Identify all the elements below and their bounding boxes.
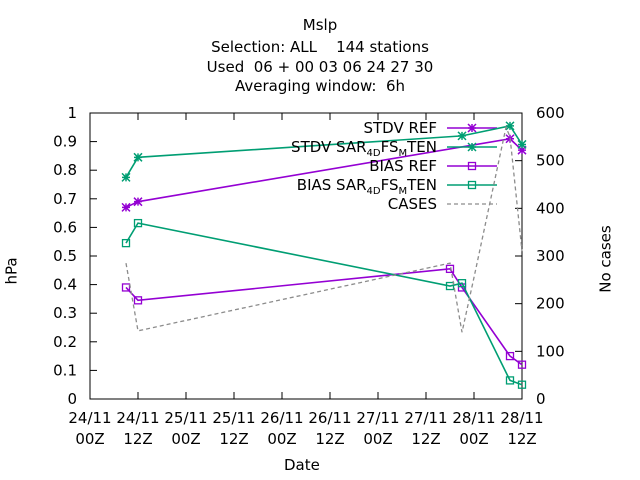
y-tick-label: 0.3 <box>53 304 77 322</box>
series-line <box>125 125 523 333</box>
x-tick-label: 12Z <box>411 430 440 448</box>
data-point <box>467 123 477 133</box>
data-point <box>457 131 467 141</box>
data-point <box>467 161 477 171</box>
y-tick-label: 0.7 <box>53 190 77 208</box>
data-point <box>505 351 515 361</box>
x-tick-label: 12Z <box>507 430 536 448</box>
x-tick-label: 00Z <box>363 430 392 448</box>
data-point <box>445 281 455 291</box>
data-point <box>517 360 527 369</box>
data-point <box>133 197 143 207</box>
y2-tick-label: 200 <box>536 295 565 313</box>
x-tick-label: 24/11 <box>116 409 159 427</box>
x-tick-label: 12Z <box>123 430 152 448</box>
y-tick-label: 0.9 <box>53 133 77 151</box>
y2-tick-label: 100 <box>536 342 565 360</box>
x-tick-label: 24/11 <box>68 409 111 427</box>
y-tick-label: 0.4 <box>53 276 77 294</box>
x-tick-label: 00Z <box>171 430 200 448</box>
x-axis-label: Date <box>284 456 320 474</box>
y2-tick-label: 300 <box>536 247 565 265</box>
x-tick-label: 12Z <box>219 430 248 448</box>
data-point <box>517 380 527 389</box>
y-tick-label: 0.5 <box>53 247 77 265</box>
data-point <box>505 376 515 385</box>
x-tick-label: 28/11 <box>500 409 543 427</box>
y-tick-label: 1 <box>67 104 77 122</box>
y2-tick-label: 500 <box>536 152 565 170</box>
chart-title: Mslp <box>302 16 338 34</box>
data-point <box>121 202 131 212</box>
x-tick-label: 12Z <box>315 430 344 448</box>
chart-subtitle-line: Averaging window: 6h <box>234 77 406 95</box>
x-tick-label: 26/11 <box>260 409 303 427</box>
x-tick-label: 28/11 <box>452 409 495 427</box>
data-point <box>121 172 131 182</box>
y-tick-label: 0.1 <box>53 361 77 379</box>
chart-subtitle-line: Selection: ALL 144 stations <box>211 38 429 56</box>
legend-label: CASES <box>388 195 437 213</box>
series-line <box>125 137 523 209</box>
x-tick-label: 00Z <box>267 430 296 448</box>
data-point <box>133 218 143 228</box>
x-tick-label: 25/11 <box>212 409 255 427</box>
y-tick-label: 0 <box>67 390 77 408</box>
data-point <box>467 142 477 152</box>
series-line <box>125 268 523 366</box>
legend-label: STDV SAR4DFSMTEN <box>291 138 437 159</box>
legend-label: BIAS REF <box>369 157 437 175</box>
data-point <box>121 283 131 292</box>
data-point <box>517 145 527 155</box>
data-point <box>467 180 477 190</box>
x-tick-label: 27/11 <box>356 409 399 427</box>
x-tick-label: 00Z <box>459 430 488 448</box>
data-point <box>133 152 143 162</box>
data-point <box>505 121 515 131</box>
x-tick-label: 00Z <box>75 430 104 448</box>
y2-tick-label: 400 <box>536 199 565 217</box>
legend-label: BIAS SAR4DFSMTEN <box>297 176 437 197</box>
x-tick-label: 26/11 <box>308 409 351 427</box>
y-tick-label: 0.8 <box>53 161 77 179</box>
chart-subtitle-line: Used 06 + 00 03 06 24 27 30 <box>206 58 434 76</box>
data-point <box>133 296 143 305</box>
legend-label: STDV REF <box>363 119 437 137</box>
y-tick-label: 0.6 <box>53 218 77 236</box>
series-line <box>125 222 523 386</box>
y-tick-label: 0.2 <box>53 333 77 351</box>
data-point <box>517 139 527 149</box>
x-tick-label: 25/11 <box>164 409 207 427</box>
y2-tick-label: 0 <box>536 390 546 408</box>
data-point <box>457 279 467 288</box>
y2-tick-label: 600 <box>536 104 565 122</box>
data-point <box>445 264 455 274</box>
x-tick-label: 27/11 <box>404 409 447 427</box>
data-point <box>121 238 131 248</box>
